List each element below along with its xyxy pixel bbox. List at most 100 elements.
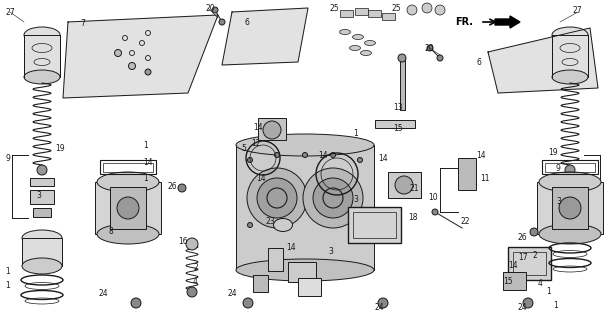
Bar <box>368 10 381 17</box>
Text: 18: 18 <box>408 213 417 222</box>
Text: 23: 23 <box>266 218 275 227</box>
Text: 14: 14 <box>508 260 518 269</box>
Text: 13: 13 <box>393 102 403 111</box>
Ellipse shape <box>365 41 376 45</box>
Ellipse shape <box>236 134 374 156</box>
Bar <box>258 118 286 140</box>
Bar <box>552 187 588 229</box>
Polygon shape <box>488 28 598 93</box>
Bar <box>298 278 321 296</box>
Circle shape <box>330 153 335 157</box>
Bar <box>268 248 283 271</box>
Ellipse shape <box>552 27 588 43</box>
Bar <box>458 158 476 190</box>
Bar <box>400 58 405 110</box>
Circle shape <box>565 165 575 175</box>
Bar <box>552 35 588 77</box>
Bar <box>110 187 146 229</box>
Circle shape <box>427 45 433 51</box>
Bar <box>503 272 526 290</box>
Text: 8: 8 <box>108 228 113 236</box>
Text: 3: 3 <box>328 247 333 257</box>
Circle shape <box>247 222 253 228</box>
Bar <box>375 120 415 128</box>
Circle shape <box>395 176 413 194</box>
Text: 14: 14 <box>143 157 152 166</box>
Bar <box>236 145 374 270</box>
Text: 6: 6 <box>245 18 250 27</box>
Text: 1: 1 <box>353 129 358 138</box>
Bar <box>253 275 268 292</box>
Circle shape <box>243 298 253 308</box>
Circle shape <box>131 298 141 308</box>
Ellipse shape <box>552 70 588 84</box>
Bar <box>382 13 395 20</box>
Text: 1: 1 <box>553 300 558 309</box>
Text: 3: 3 <box>353 196 358 204</box>
Text: 19: 19 <box>548 148 558 156</box>
Bar <box>288 262 316 282</box>
Ellipse shape <box>22 258 62 274</box>
Ellipse shape <box>340 29 351 35</box>
Text: 20: 20 <box>205 4 215 12</box>
Text: 26: 26 <box>518 234 528 243</box>
Text: 19: 19 <box>55 143 65 153</box>
Bar <box>545 163 595 172</box>
Circle shape <box>559 197 581 219</box>
Text: 20: 20 <box>425 44 435 52</box>
Bar <box>353 212 396 238</box>
Bar <box>388 172 421 198</box>
Ellipse shape <box>349 45 360 51</box>
Bar <box>103 163 153 172</box>
Circle shape <box>432 209 438 215</box>
Text: 15: 15 <box>393 124 403 132</box>
Circle shape <box>530 228 538 236</box>
Bar <box>558 178 582 186</box>
Bar <box>355 8 368 15</box>
Ellipse shape <box>353 35 364 39</box>
Circle shape <box>263 121 281 139</box>
Text: 5: 5 <box>241 143 246 153</box>
Ellipse shape <box>539 224 601 244</box>
Text: 15: 15 <box>503 277 513 286</box>
Circle shape <box>219 19 225 25</box>
Circle shape <box>114 50 122 57</box>
Circle shape <box>129 62 135 69</box>
Bar <box>537 182 603 234</box>
Text: 1: 1 <box>546 287 551 297</box>
Text: 14: 14 <box>476 150 486 159</box>
Circle shape <box>398 54 406 62</box>
Bar <box>561 208 579 217</box>
Text: 25: 25 <box>392 4 401 12</box>
Text: 17: 17 <box>518 253 528 262</box>
Bar <box>24 35 60 77</box>
Text: 24: 24 <box>518 303 528 313</box>
Text: 7: 7 <box>80 19 85 28</box>
Circle shape <box>145 69 151 75</box>
Text: 4: 4 <box>193 277 198 286</box>
Text: 21: 21 <box>410 183 419 193</box>
Circle shape <box>378 298 388 308</box>
Text: 2: 2 <box>193 262 198 271</box>
Text: 27: 27 <box>5 7 15 17</box>
Text: 22: 22 <box>461 218 471 227</box>
Bar <box>30 190 54 204</box>
Circle shape <box>313 178 353 218</box>
Text: 25: 25 <box>330 4 340 12</box>
Ellipse shape <box>24 70 60 84</box>
Text: 27: 27 <box>573 5 583 14</box>
Ellipse shape <box>360 51 371 55</box>
Polygon shape <box>495 16 520 28</box>
Text: 1: 1 <box>143 140 147 149</box>
Text: 3: 3 <box>556 197 561 206</box>
Circle shape <box>186 238 198 250</box>
Circle shape <box>437 55 443 61</box>
Circle shape <box>302 153 307 157</box>
Ellipse shape <box>274 219 293 231</box>
Polygon shape <box>63 15 218 98</box>
Text: 14: 14 <box>318 150 327 159</box>
Text: 14: 14 <box>286 244 296 252</box>
Bar <box>348 207 401 243</box>
Text: 6: 6 <box>477 58 482 67</box>
Text: 12: 12 <box>251 139 261 148</box>
